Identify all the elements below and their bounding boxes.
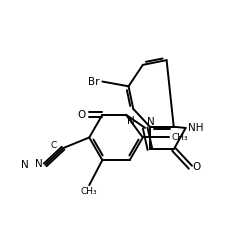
Text: NH: NH [188,123,204,133]
Text: N: N [21,160,29,170]
Text: O: O [193,162,201,172]
Text: C: C [51,141,57,150]
Text: CH₃: CH₃ [81,187,98,196]
Text: Br: Br [88,77,99,87]
Text: N: N [147,117,155,127]
Text: N: N [127,116,135,126]
Text: O: O [77,110,86,120]
Text: CH₃: CH₃ [172,133,188,142]
Text: N: N [35,159,43,169]
